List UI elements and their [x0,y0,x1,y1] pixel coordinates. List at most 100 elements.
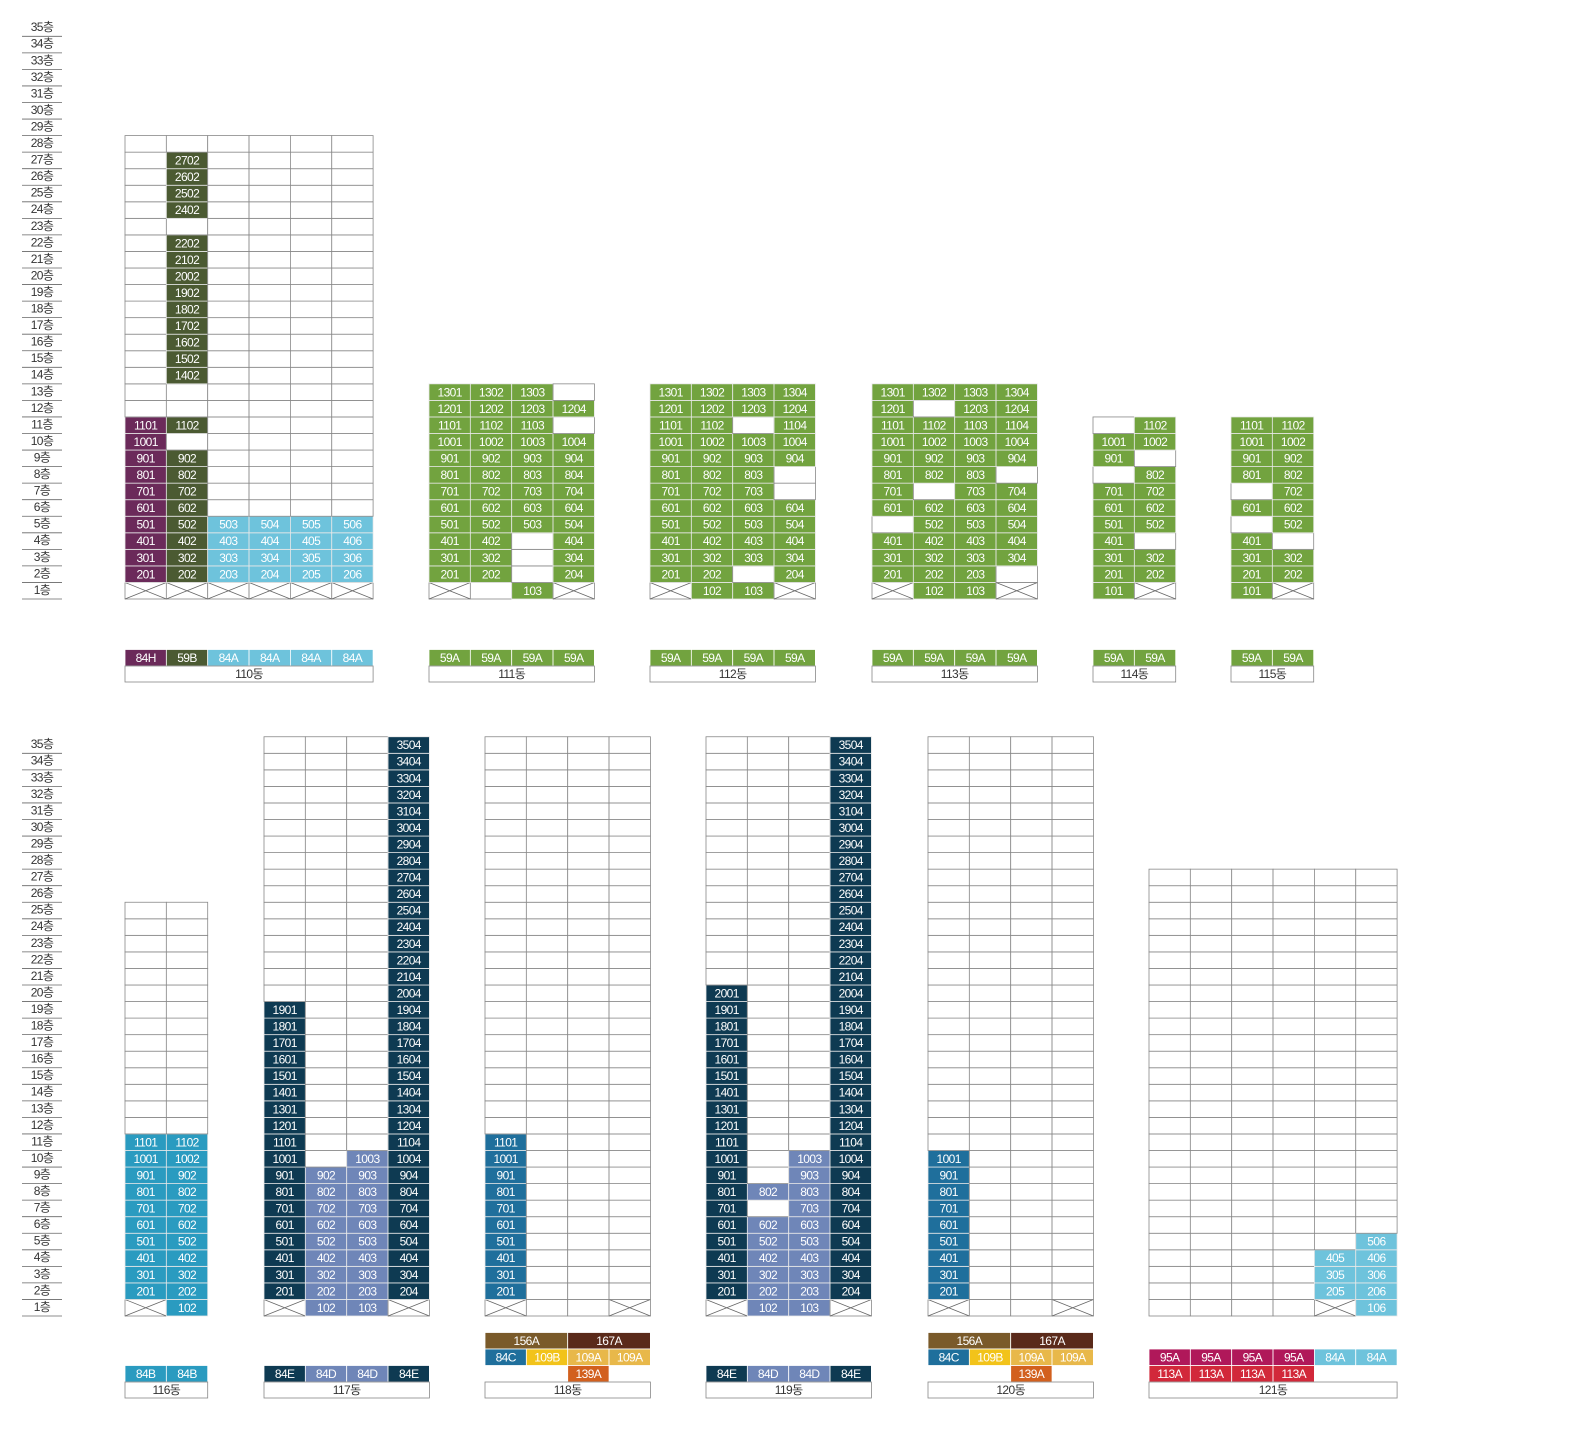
unit-cell [927,1050,970,1069]
type-label: 59A [924,651,944,665]
unit-cell [346,1017,389,1036]
unit-label: 401 [940,1251,959,1265]
unit-cell [207,300,250,319]
unit-label: 2602 [175,170,200,184]
unit-cell [1272,1199,1315,1218]
unit-cell [746,786,790,804]
unit-cell [1051,1282,1094,1300]
unit-label: 1302 [700,385,725,399]
unit-cell [331,383,374,401]
floor-label: 3층 [34,1267,51,1281]
unit-label: 1101 [438,418,462,432]
unit-cell [567,819,610,837]
unit-label: 801 [137,468,156,482]
unit-cell [927,918,970,936]
unit-cell [1355,1150,1398,1168]
unit-cell [1314,1100,1357,1118]
unit-cell [248,416,291,434]
unit-cell [165,1017,209,1036]
unit-cell [1092,416,1135,434]
unit-label: 701 [137,1202,156,1216]
unit-label: 203 [219,567,238,581]
unit-cell [746,819,790,837]
unit-cell [289,350,333,368]
unit-cell [1272,1216,1315,1234]
type-cell [1051,1348,1094,1366]
unit-cell [746,1034,790,1052]
unit-label: 2001 [715,986,740,1000]
unit-label: 701 [1105,485,1124,499]
unit-cell [1148,1265,1191,1284]
unit-cell [525,1001,569,1019]
unit-label: 301 [276,1268,295,1282]
unit-cell [289,284,333,302]
unit-cell [331,433,374,451]
unit-cell [346,1001,389,1019]
unit-cell [346,852,389,870]
unit-label: 1604 [397,1053,422,1067]
unit-cell [567,1265,610,1284]
unit-label: 201 [497,1284,516,1298]
unit-cell [1148,984,1191,1002]
unit-cell [1314,1183,1357,1201]
unit-cell [1189,1133,1233,1151]
unit-cell [1355,1199,1398,1218]
unit-cell [525,1117,569,1135]
building-name: 117동 [333,1383,361,1397]
unit-cell [608,1083,651,1102]
floor-label: 8층 [34,467,51,481]
floor-label: 24층 [31,919,54,933]
unit-cell [124,1067,167,1085]
floor-label: 20층 [31,268,54,282]
unit-cell [1051,736,1094,754]
unit-cell [346,802,389,820]
unit-label: 1001 [659,435,684,449]
floor-label: 33층 [31,53,54,67]
unit-cell [1051,1050,1094,1069]
unit-label: 1204 [397,1119,422,1133]
floor-label: 30층 [31,820,54,834]
unit-cell [165,399,209,418]
unit-cell [567,901,610,920]
unit-cell [1010,1282,1053,1300]
unit-label: 501 [662,518,681,532]
floor-label: 31층 [31,86,54,100]
unit-cell [484,769,527,787]
unit-cell [608,951,651,969]
unit-cell [788,918,831,936]
unit-cell [165,901,209,920]
unit-label: 305 [1326,1268,1345,1282]
unit-cell [608,786,651,804]
type-label: 59A [702,651,722,665]
unit-cell [289,433,333,451]
unit-label: 1804 [839,1020,864,1034]
unit-label: 802 [703,468,722,482]
unit-label: 303 [358,1268,377,1282]
unit-label: 1003 [741,435,766,449]
unit-cell [1010,852,1053,870]
type-label: 95A [1201,1350,1221,1364]
unit-label: 302 [482,551,501,565]
unit-cell [608,1050,651,1069]
unit-label: 3104 [839,804,864,818]
unit-label: 402 [703,534,722,548]
type-label: 113A [1157,1367,1182,1381]
unit-cell [968,1216,1012,1234]
unit-cell [567,835,610,853]
unit-label: 1201 [438,402,463,416]
unit-cell [484,1034,527,1052]
unit-cell [484,1083,527,1102]
unit-cell [608,901,651,920]
unit-cell [346,1100,389,1118]
unit-label: 401 [441,534,460,548]
unit-cell [1355,885,1398,903]
unit-cell [968,918,1012,936]
unit-cell [788,984,831,1002]
unit-label: 1101 [134,1135,158,1149]
type-label: 84D [758,1367,779,1381]
unit-cell [248,350,291,368]
unit-cell [304,802,348,820]
unit-cell [289,499,333,517]
unit-cell [1051,1001,1094,1019]
unit-cell [746,1067,790,1085]
